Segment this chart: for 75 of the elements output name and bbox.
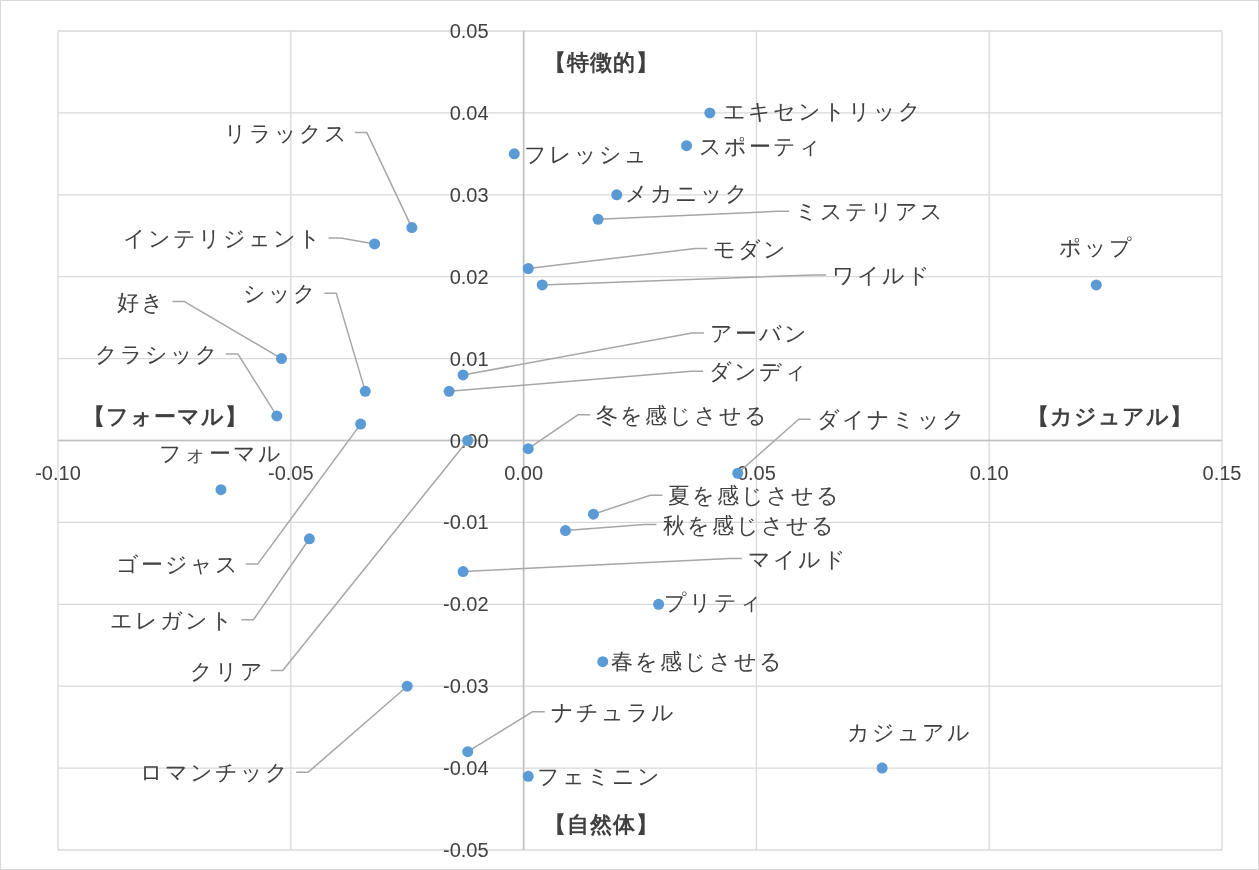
point xyxy=(443,385,455,397)
annotation: 春を感じさせる xyxy=(610,648,784,674)
y-tick-label: 0.02 xyxy=(449,265,489,288)
point xyxy=(681,140,693,152)
annotation: フレッシュ xyxy=(524,141,650,167)
annotation: モダン xyxy=(713,236,789,262)
annotation: ミステリアス xyxy=(795,199,946,225)
annotation: 【フォーマル】 xyxy=(82,404,248,429)
annotation: プリティ xyxy=(663,590,764,616)
point xyxy=(457,566,469,578)
point xyxy=(587,508,599,520)
annotation: カジュアル xyxy=(846,720,972,746)
x-tick-label: 0.15 xyxy=(1202,461,1242,484)
point xyxy=(359,385,371,397)
annotation: ロマンチック xyxy=(140,760,291,786)
annotation: 好き xyxy=(117,289,167,315)
annotation: 秋を感じさせる xyxy=(662,512,836,538)
y-tick-label: 0.05 xyxy=(449,20,489,42)
y-tick-label: -0.03 xyxy=(443,675,489,698)
annotation: スポーティ xyxy=(698,133,823,159)
x-tick-label: 0.00 xyxy=(504,461,544,484)
point xyxy=(275,353,287,365)
annotation: ダンディ xyxy=(709,359,810,385)
point xyxy=(876,762,888,774)
y-tick-label: 0.03 xyxy=(449,183,489,206)
point xyxy=(462,746,474,758)
point xyxy=(592,213,604,225)
point xyxy=(355,418,367,430)
y-tick-label: -0.05 xyxy=(443,839,489,861)
annotation: ナチュラル xyxy=(550,699,676,725)
x-tick-label: -0.10 xyxy=(35,461,81,484)
annotation: 【自然体】 xyxy=(543,812,659,837)
point xyxy=(271,410,283,422)
annotation: メカニック xyxy=(624,180,750,206)
annotation: ダイナミック xyxy=(816,407,967,433)
point xyxy=(522,770,534,782)
point xyxy=(303,533,315,545)
annotation: インテリジェント xyxy=(122,225,323,251)
point xyxy=(611,189,623,201)
annotation: エキセントリック xyxy=(722,98,923,124)
annotation: アーバン xyxy=(710,320,810,346)
y-tick-label: -0.01 xyxy=(443,511,489,534)
point xyxy=(653,598,665,610)
y-tick-label: -0.02 xyxy=(443,593,489,616)
point xyxy=(522,443,534,455)
point xyxy=(406,222,418,234)
annotation: クリア xyxy=(189,658,265,684)
point xyxy=(560,525,571,537)
annotation: ゴージャス xyxy=(115,552,240,578)
annotation: 【カジュアル】 xyxy=(1027,404,1193,429)
point xyxy=(508,148,520,160)
point xyxy=(597,656,609,668)
annotation: 冬を感じさせる xyxy=(596,402,770,428)
annotation: シック xyxy=(243,281,319,307)
annotation: クラシック xyxy=(94,341,220,367)
annotation: エレガント xyxy=(110,607,236,633)
point xyxy=(522,263,534,275)
point xyxy=(1090,279,1102,291)
point xyxy=(704,107,716,119)
point xyxy=(536,279,548,291)
x-tick-label: 0.10 xyxy=(969,461,1009,484)
y-tick-label: 0.04 xyxy=(449,101,489,124)
point xyxy=(215,484,227,496)
annotation: ポップ xyxy=(1058,234,1134,260)
annotation: マイルド xyxy=(748,546,849,572)
annotation: ワイルド xyxy=(832,262,933,288)
annotation: 【特徴的】 xyxy=(543,50,659,75)
annotation: リラックス xyxy=(223,120,349,146)
point xyxy=(369,238,381,250)
annotation: 夏を感じさせる xyxy=(668,483,842,509)
y-tick-label: -0.04 xyxy=(443,757,489,780)
point xyxy=(457,369,469,381)
point xyxy=(401,680,413,692)
annotation: フェミニン xyxy=(537,764,663,790)
y-tick-label: 0.01 xyxy=(449,347,489,370)
